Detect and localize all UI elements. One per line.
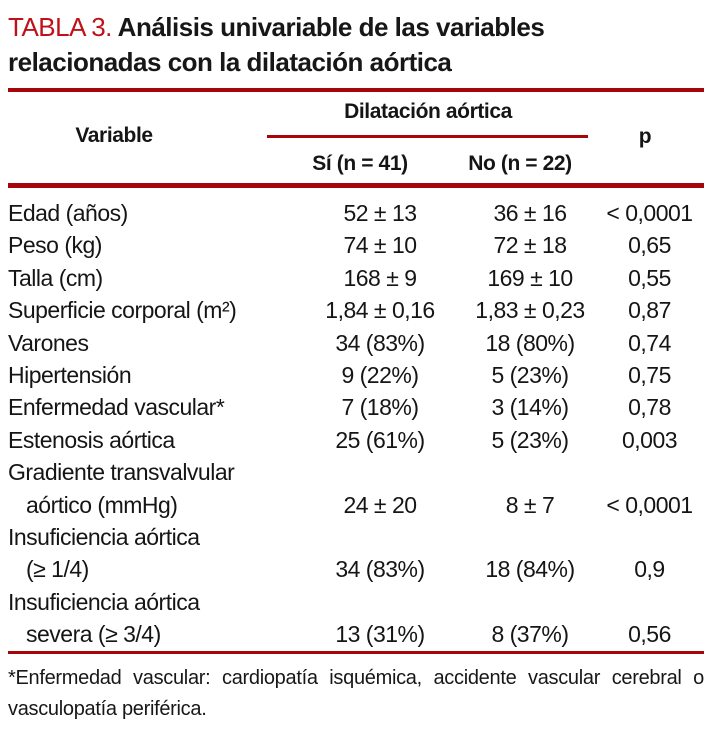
row-value-si: 34 (83%) <box>335 329 425 356</box>
row-p-value: 0,75 <box>628 362 671 389</box>
row-value-no: 18 (84%) <box>485 556 575 583</box>
row-p-value: 0,74 <box>628 329 671 356</box>
table-title-text: Análisis univariable de las variables re… <box>8 12 545 77</box>
column-header-si: Sí (n = 41) <box>312 152 408 175</box>
table-row: Varones 34 (83%) 18 (80%) 0,74 <box>8 327 704 359</box>
divider-header-rule <box>8 183 704 188</box>
table-header: Variable Dilatación aórtica Sí (n = 41) … <box>8 92 704 183</box>
row-value-no: 8 (37%) <box>491 621 569 648</box>
table-row: Edad (años) 52 ± 13 36 ± 16 < 0,0001 <box>8 197 704 229</box>
row-value-si: 168 ± 9 <box>343 264 417 291</box>
row-value-si: 52 ± 13 <box>343 200 417 226</box>
table-footnote: *Enfermedad vascular: cardiopatía isquém… <box>8 663 704 725</box>
table-row: Insuficiencia aórtica (≥ 1/4) 34 (83%) 18 (… <box>8 521 704 586</box>
row-value-no: 3 (14%) <box>491 394 569 421</box>
row-variable-label: Varones <box>8 329 89 356</box>
column-group-header: Dilatación aórtica <box>344 100 512 123</box>
row-value-no: 8 ± 7 <box>505 491 555 518</box>
column-header-p: p <box>638 125 652 148</box>
row-value-si: 24 ± 20 <box>343 491 417 518</box>
row-variable-label: Talla (cm) <box>8 264 103 291</box>
footnote-line-1: *Enfermedad vascular: cardiopatía isquém… <box>8 666 704 689</box>
row-value-si: 9 (22%) <box>341 362 419 389</box>
row-value-si: 13 (31%) <box>335 621 425 648</box>
row-p-value: < 0,0001 <box>606 200 693 226</box>
divider-bottom-rule <box>8 650 704 654</box>
row-value-si: 1,84 ± 0,16 <box>325 297 435 324</box>
table-number-label: TABLA 3. <box>8 12 112 42</box>
column-header-variable: Variable <box>75 124 153 147</box>
row-value-no: 1,83 ± 0,23 <box>475 297 585 324</box>
row-value-no: 18 (80%) <box>485 329 575 356</box>
row-variable-label: Edad (años) <box>8 200 128 226</box>
row-variable-label: Estenosis aórtica <box>8 426 175 453</box>
row-variable-label: Peso (kg) <box>8 232 102 259</box>
row-value-si: 74 ± 10 <box>343 232 417 259</box>
row-value-no: 5 (23%) <box>491 426 569 453</box>
table-row: Insuficiencia aórtica severa (≥ 3/4) 13 (3… <box>8 586 704 651</box>
row-value-no: 5 (23%) <box>491 362 569 389</box>
row-value-no: 169 ± 10 <box>487 264 573 291</box>
row-value-si: 25 (61%) <box>335 426 425 453</box>
table-rows: Edad (años) 52 ± 13 36 ± 16 < 0,0001 Peso (k… <box>8 188 704 651</box>
table-title: TABLA 3. Análisis univariable de las var… <box>8 10 658 80</box>
row-p-value: 0,003 <box>621 426 678 453</box>
column-header-no: No (n = 22) <box>468 152 572 175</box>
table-row: Peso (kg) 74 ± 10 72 ± 18 0,65 <box>8 229 704 261</box>
row-value-si: 34 (83%) <box>335 556 425 583</box>
group-header-underline <box>267 135 588 138</box>
table-row: Hipertensión 9 (22%) 5 (23%) 0,75 <box>8 359 704 391</box>
footnote-line-2: vasculopatía periférica. <box>8 697 207 720</box>
row-p-value: 0,78 <box>628 394 671 421</box>
row-p-value: 0,9 <box>634 556 665 583</box>
row-p-value: 0,55 <box>628 264 671 291</box>
row-value-no: 72 ± 18 <box>493 232 567 259</box>
row-variable-label: Hipertensión <box>8 362 132 389</box>
row-p-value: 0,56 <box>628 621 671 648</box>
row-variable-label: Gradiente transvalvular aórtico (mmHg) <box>8 459 235 518</box>
table-row: Superficie corporal (m²) 1,84 ± 0,16 1,83 … <box>8 294 704 326</box>
row-p-value: 0,87 <box>628 297 671 324</box>
row-value-no: 36 ± 16 <box>493 200 567 226</box>
table-row: Enfermedad vascular* 7 (18%) 3 (14%) 0,78 <box>8 391 704 423</box>
row-p-value: < 0,0001 <box>606 491 693 518</box>
table-row: Estenosis aórtica 25 (61%) 5 (23%) 0,003 <box>8 424 704 456</box>
table-row: Gradiente transvalvular aórtico (mmHg) 24 … <box>8 456 704 521</box>
row-p-value: 0,65 <box>628 232 671 259</box>
row-variable-label: Enfermedad vascular* <box>8 394 225 421</box>
divider-top-rule <box>8 88 704 92</box>
row-variable-label: Superficie corporal (m²) <box>8 297 237 324</box>
row-variable-label: Insuficiencia aórtica severa (≥ 3/4) <box>8 588 200 648</box>
row-value-si: 7 (18%) <box>341 394 419 421</box>
row-variable-label: Insuficiencia aórtica (≥ 1/4) <box>8 524 200 583</box>
table-row: Talla (cm) 168 ± 9 169 ± 10 0,55 <box>8 262 704 294</box>
